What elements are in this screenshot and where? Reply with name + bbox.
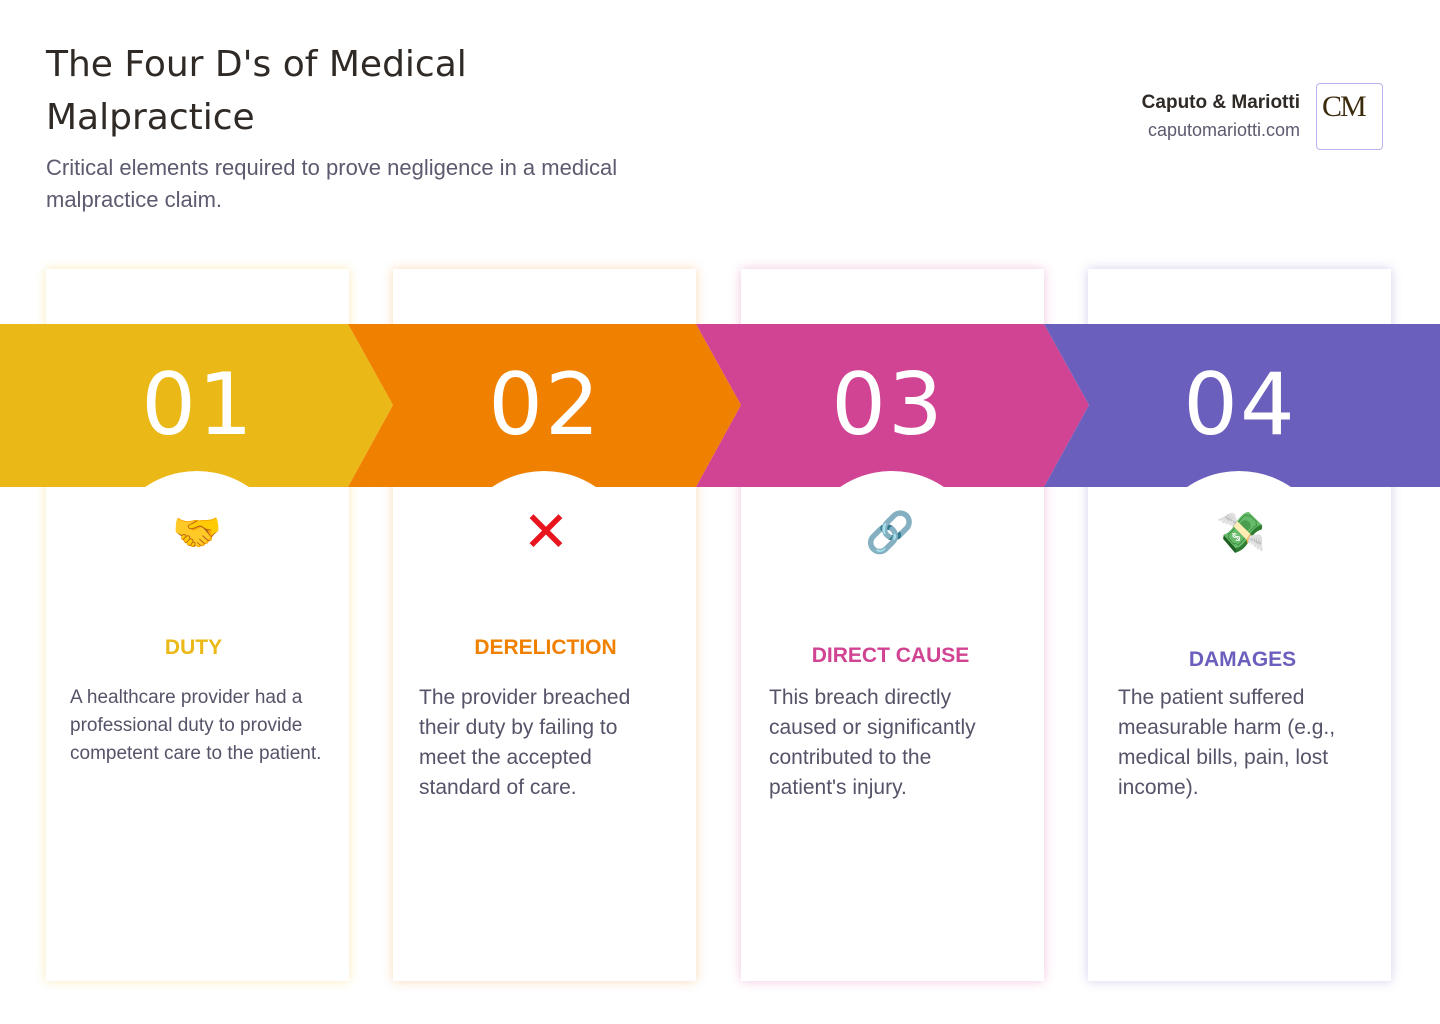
money-with-wings-icon: 💸	[1216, 511, 1266, 555]
brand-name: Caputo & Mariotti	[1141, 92, 1300, 113]
icon-circle	[800, 471, 984, 655]
step-title: DIRECT CAUSE	[811, 644, 970, 667]
step-title: DERELICTION	[474, 636, 617, 659]
icon-circle	[452, 471, 636, 655]
cross-mark-icon: ✕	[522, 500, 570, 565]
step-description: The provider breached their duty by fail…	[419, 686, 631, 799]
step-description: The patient suffered measurable harm (e.…	[1118, 686, 1336, 799]
step-number: 02	[488, 355, 602, 455]
chevron-segment-3	[696, 324, 1089, 487]
icon-circle	[1147, 471, 1331, 655]
page-title: The Four D's of Medical Malpractice	[46, 44, 467, 138]
step-description: This breach directly caused or significa…	[769, 686, 976, 799]
step-description: A healthcare provider had a professional…	[70, 687, 322, 764]
chevron-segment-2	[348, 324, 741, 487]
chevron-segment-1	[0, 324, 393, 487]
chevron-segment-4	[1044, 324, 1440, 487]
page-subtitle: Critical elements required to prove negl…	[46, 155, 618, 212]
icon-circle	[105, 471, 289, 655]
link-icon: 🔗	[865, 511, 915, 555]
brand-logo: CM	[1316, 83, 1383, 150]
chevron-band	[0, 324, 1440, 487]
handshake-icon: 🤝	[172, 511, 222, 555]
brand-block: Caputo & Mariotti caputomariotti.com	[1142, 90, 1300, 144]
step-number: 04	[1183, 355, 1297, 455]
step-title: DUTY	[164, 636, 223, 659]
brand-url[interactable]: caputomariotti.com	[1147, 120, 1300, 140]
step-number: 01	[141, 355, 255, 455]
step-number: 03	[831, 355, 945, 455]
step-title: DAMAGES	[1188, 648, 1297, 671]
